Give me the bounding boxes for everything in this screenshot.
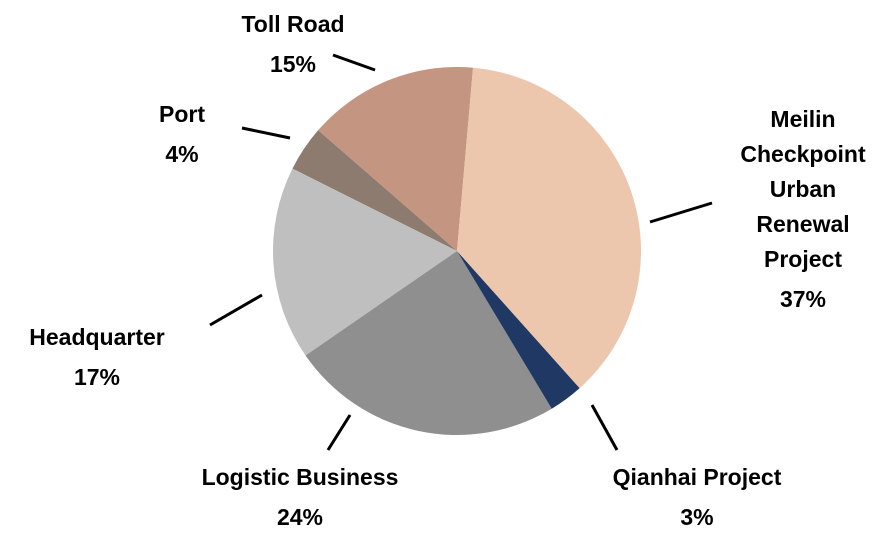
leader-lines xyxy=(209,53,713,451)
slice-label: Port 4% xyxy=(107,97,257,172)
pie-slice xyxy=(292,130,457,251)
pie-slice xyxy=(273,168,457,356)
pie-slice xyxy=(457,251,580,409)
value-label: 3% xyxy=(680,504,714,530)
leader-line xyxy=(590,404,619,451)
slice-label: Logistic Business 24% xyxy=(150,460,450,535)
slice-label: Qianhai Project 3% xyxy=(547,460,847,535)
category-name: Toll Road xyxy=(241,11,345,37)
value-label: 4% xyxy=(165,141,199,167)
leader-line xyxy=(241,126,291,140)
category-name: Meilin Checkpoint Urban Renewal Project xyxy=(740,106,866,272)
leader-line xyxy=(649,201,713,224)
slice-label: Meilin Checkpoint Urban Renewal Project 3… xyxy=(726,102,881,317)
slice-label: Headquarter 17% xyxy=(0,320,222,395)
value-label: 37% xyxy=(779,286,827,312)
value-label: 17% xyxy=(73,364,121,390)
leader-line xyxy=(326,414,352,451)
pie-slice xyxy=(305,251,552,435)
value-label: 24% xyxy=(276,504,324,530)
category-name: Port xyxy=(159,101,205,127)
category-name: Qianhai Project xyxy=(612,464,782,490)
pie-slice xyxy=(457,67,641,389)
pie-slice xyxy=(318,67,474,251)
category-name: Headquarter xyxy=(29,324,165,350)
category-name: Logistic Business xyxy=(201,464,399,490)
value-label: 15% xyxy=(269,51,317,77)
slice-label: Toll Road 15% xyxy=(193,7,393,82)
leader-line xyxy=(332,53,376,72)
leader-line xyxy=(209,293,263,327)
